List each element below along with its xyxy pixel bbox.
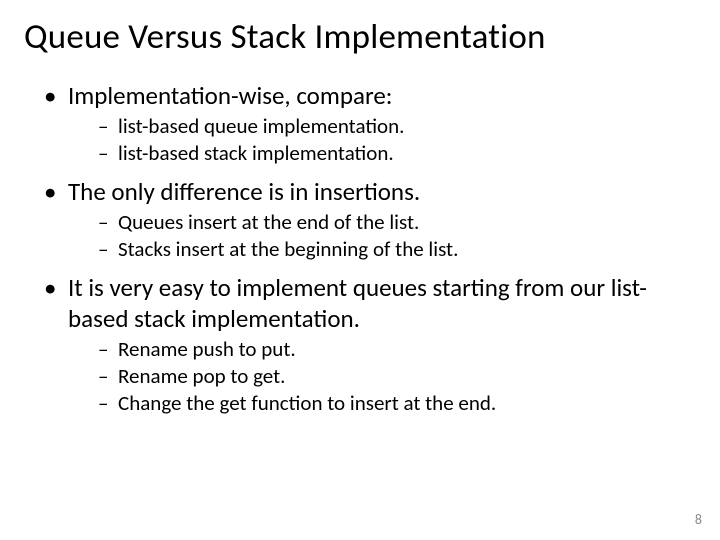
list-item: Implementation-wise, compare: list-based… [44, 81, 696, 167]
list-item-text: Implementation-wise, compare: [68, 80, 392, 111]
sub-list: Rename push to put. Rename pop to get. C… [68, 336, 696, 417]
list-item: Rename push to put. [98, 336, 696, 363]
list-item: The only difference is in insertions. Qu… [44, 177, 696, 263]
list-item: list-based queue implementation. [98, 113, 696, 140]
list-item-text: list-based stack implementation. [118, 140, 394, 166]
list-item-text: Stacks insert at the beginning of the li… [118, 236, 458, 262]
slide: Queue Versus Stack Implementation Implem… [0, 0, 720, 540]
list-item: It is very easy to implement queues star… [44, 273, 696, 417]
list-item-text: Change the get function to insert at the… [118, 390, 496, 416]
list-item: Rename pop to get. [98, 363, 696, 390]
list-item-text: Queues insert at the end of the list. [118, 209, 419, 235]
list-item: Queues insert at the end of the list. [98, 209, 696, 236]
page-number: 8 [695, 511, 702, 528]
bullet-list: Implementation-wise, compare: list-based… [24, 81, 696, 417]
list-item: Stacks insert at the beginning of the li… [98, 236, 696, 263]
list-item-text: Rename push to put. [118, 336, 296, 362]
slide-title: Queue Versus Stack Implementation [24, 18, 696, 57]
list-item-text: Rename pop to get. [118, 363, 285, 389]
list-item: list-based stack implementation. [98, 140, 696, 167]
sub-list: Queues insert at the end of the list. St… [68, 209, 696, 263]
list-item-text: list-based queue implementation. [118, 113, 404, 139]
list-item-text: The only difference is in insertions. [68, 176, 420, 207]
sub-list: list-based queue implementation. list-ba… [68, 113, 696, 167]
list-item-text: It is very easy to implement queues star… [68, 272, 647, 334]
list-item: Change the get function to insert at the… [98, 390, 696, 417]
